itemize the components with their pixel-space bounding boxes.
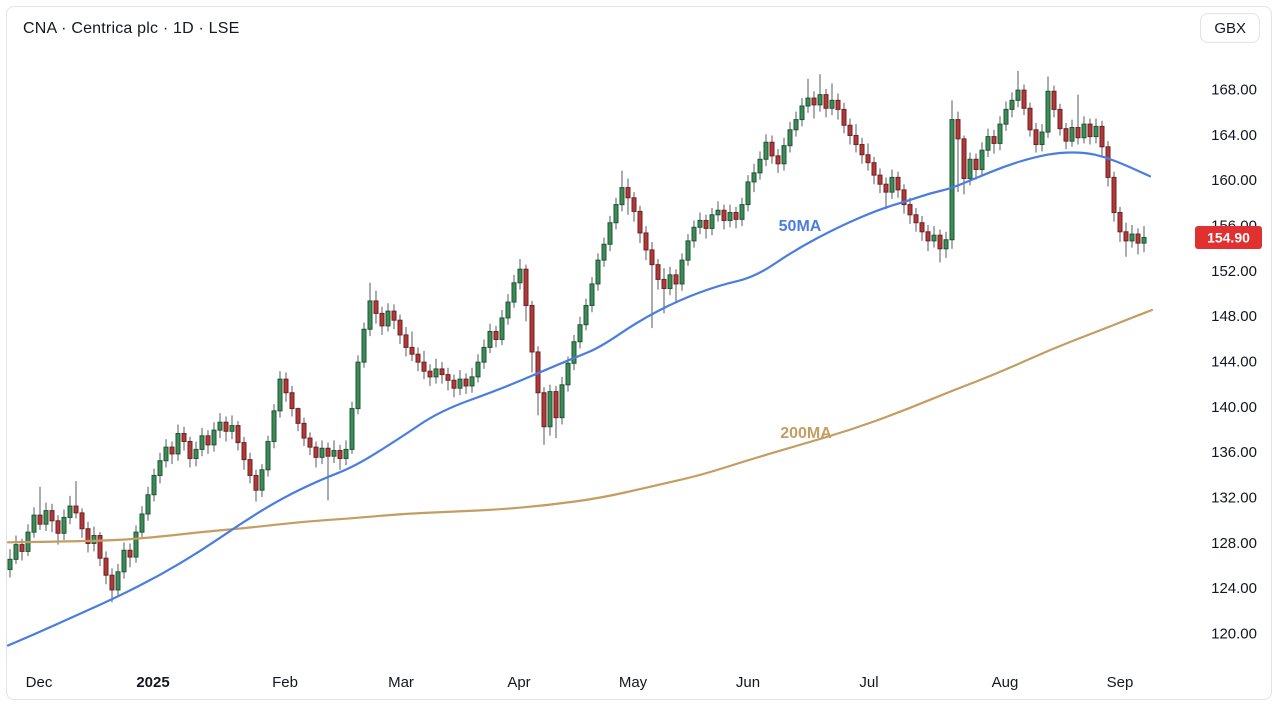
ma-label-50ma: 50MA [779,218,822,235]
x-axis-tick: Feb [272,674,298,691]
ma-200ma-line: 200MA [6,308,1154,544]
y-axis-tick: 152.00 [1211,263,1257,280]
y-axis-tick: 136.00 [1211,444,1257,461]
symbol-title[interactable]: CNA · Centrica plc · 1D · LSE [23,20,240,37]
y-axis-tick: 120.00 [1211,626,1257,643]
y-axis-tick: 128.00 [1211,535,1257,552]
currency-button[interactable]: GBX [1200,13,1260,43]
x-axis-tick: Jun [736,674,760,691]
last-price-label: 154.90 [1207,229,1250,245]
x-axis-tick: Sep [1107,674,1134,691]
x-axis-tick: Apr [507,674,530,691]
y-axis-tick: 164.00 [1211,127,1257,144]
x-axis-tick: Dec [26,674,53,691]
x-axis-tick: Mar [388,674,414,691]
y-axis-tick: 168.00 [1211,82,1257,99]
x-axis-tick: May [619,674,648,691]
last-price-badge: 154.90 [1195,225,1262,249]
x-axis-tick: 2025 [136,674,169,691]
y-axis-tick: 160.00 [1211,172,1257,189]
y-axis-tick: 124.00 [1211,580,1257,597]
ma-label-200ma: 200MA [780,425,832,442]
y-axis-tick: 144.00 [1211,354,1257,371]
last-price-badge-bg [1195,225,1262,249]
candles-layer [7,70,1147,603]
x-axis-labels: Dec 2025 Feb Mar Apr May Jun Jul Aug Sep [26,674,1134,691]
ma-50ma-line: 50MA [6,151,1152,647]
x-axis-tick: Jul [859,674,878,691]
x-axis-tick: Aug [992,674,1019,691]
y-axis-tick: 132.00 [1211,490,1257,507]
y-axis-tick: 148.00 [1211,308,1257,325]
y-axis-tick: 140.00 [1211,399,1257,416]
y-axis-labels: 168.00164.00160.00156.00152.00148.00144.… [1211,82,1257,643]
